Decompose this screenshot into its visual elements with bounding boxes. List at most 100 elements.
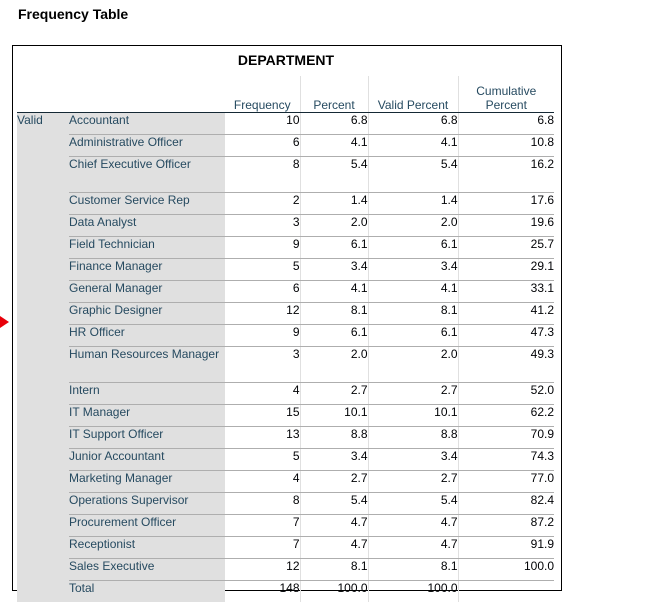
frequency-cell: 12 xyxy=(225,302,300,325)
table-row: Finance Manager 5 3.4 3.4 29.1 xyxy=(17,258,554,281)
frequency-cell: 5 xyxy=(225,258,300,281)
table-title: DEPARTMENT xyxy=(237,52,335,68)
frequency-cell: 10 xyxy=(225,112,300,135)
percent-cell: 4.1 xyxy=(299,280,368,303)
frequency-cell: 5 xyxy=(225,448,300,471)
column-header-frequency: Frequency xyxy=(225,76,300,113)
table-row: Human Resources Manager 3 2.0 2.0 49.3 xyxy=(17,346,554,383)
frequency-cell: 13 xyxy=(225,426,300,449)
valid-percent-cell: 2.0 xyxy=(367,346,458,383)
row-label: IT Support Officer xyxy=(69,426,225,449)
frequency-table-panel[interactable]: DEPARTMENT Frequency Percent Valid Perce… xyxy=(12,45,562,602)
percent-cell: 10.1 xyxy=(299,404,368,427)
table-row: Junior Accountant 5 3.4 3.4 74.3 xyxy=(17,448,554,471)
valid-percent-cell: 5.4 xyxy=(367,492,458,515)
table-row: Administrative Officer 6 4.1 4.1 10.8 xyxy=(17,134,554,157)
table-row: Chief Executive Officer 8 5.4 5.4 16.2 xyxy=(17,156,554,193)
percent-cell: 3.4 xyxy=(299,448,368,471)
table-row: IT Support Officer 13 8.8 8.8 70.9 xyxy=(17,426,554,449)
valid-percent-cell: 3.4 xyxy=(367,258,458,281)
column-header-valid-percent: Valid Percent xyxy=(367,76,458,113)
cumulative-percent-cell: 10.8 xyxy=(457,134,554,157)
row-label: Marketing Manager xyxy=(69,470,225,493)
frequency-cell: 7 xyxy=(225,536,300,559)
cumulative-percent-cell: 33.1 xyxy=(457,280,554,303)
frequency-cell: 8 xyxy=(225,492,300,515)
row-label: Human Resources Manager xyxy=(69,346,225,383)
valid-percent-cell: 4.7 xyxy=(367,536,458,559)
frequency-table: Frequency Percent Valid Percent Cumulati… xyxy=(17,76,554,602)
percent-cell: 3.4 xyxy=(299,258,368,281)
percent-cell: 4.1 xyxy=(299,134,368,157)
cumulative-percent-cell: 47.3 xyxy=(457,324,554,347)
frequency-cell: 4 xyxy=(225,470,300,493)
valid-percent-cell: 2.0 xyxy=(367,214,458,237)
valid-percent-cell: 6.1 xyxy=(367,236,458,259)
valid-percent-cell: 10.1 xyxy=(367,404,458,427)
frequency-cell: 15 xyxy=(225,404,300,427)
cumulative-percent-cell: 49.3 xyxy=(457,346,554,383)
valid-percent-cell: 1.4 xyxy=(367,192,458,215)
valid-percent-cell: 6.1 xyxy=(367,324,458,347)
row-label: Procurement Officer xyxy=(69,514,225,537)
row-label: Customer Service Rep xyxy=(69,192,225,215)
percent-cell: 1.4 xyxy=(299,192,368,215)
valid-percent-cell: 100.0 xyxy=(367,580,458,602)
cumulative-percent-cell: 6.8 xyxy=(457,112,554,135)
percent-cell: 5.4 xyxy=(299,156,368,193)
valid-percent-cell: 4.1 xyxy=(367,280,458,303)
valid-percent-cell: 8.8 xyxy=(367,426,458,449)
valid-percent-cell: 2.7 xyxy=(367,382,458,405)
valid-percent-cell: 8.1 xyxy=(367,302,458,325)
table-row: IT Manager 15 10.1 10.1 62.2 xyxy=(17,404,554,427)
column-header-cumulative-percent: Cumulative Percent xyxy=(457,76,554,113)
row-label: Administrative Officer xyxy=(69,134,225,157)
column-header-percent: Percent xyxy=(299,76,368,113)
header-label-blank xyxy=(69,76,225,113)
percent-cell: 6.1 xyxy=(299,324,368,347)
percent-cell: 2.7 xyxy=(299,470,368,493)
frequency-cell: 9 xyxy=(225,324,300,347)
valid-percent-cell: 2.7 xyxy=(367,470,458,493)
percent-cell: 8.1 xyxy=(299,558,368,581)
cumulative-percent-cell: 100.0 xyxy=(457,558,554,581)
row-label: General Manager xyxy=(69,280,225,303)
cumulative-percent-cell: 82.4 xyxy=(457,492,554,515)
percent-cell: 100.0 xyxy=(299,580,368,602)
cumulative-percent-cell: 91.9 xyxy=(457,536,554,559)
row-label: Chief Executive Officer xyxy=(69,156,225,193)
table-row: Receptionist 7 4.7 4.7 91.9 xyxy=(17,536,554,559)
cumulative-percent-cell: 29.1 xyxy=(457,258,554,281)
cumulative-percent-cell: 17.6 xyxy=(457,192,554,215)
percent-cell: 2.0 xyxy=(299,214,368,237)
row-label: Data Analyst xyxy=(69,214,225,237)
table-row: Valid Accountant 10 6.8 6.8 6.8 xyxy=(17,112,554,602)
frequency-cell: 6 xyxy=(225,134,300,157)
table-row: Sales Executive 12 8.1 8.1 100.0 xyxy=(17,558,554,581)
row-group-label: Valid xyxy=(17,112,69,602)
row-marker-arrow-icon xyxy=(0,316,9,328)
row-label: Junior Accountant xyxy=(69,448,225,471)
table-row: Intern 4 2.7 2.7 52.0 xyxy=(17,382,554,405)
row-label: Graphic Designer xyxy=(69,302,225,325)
row-label: Intern xyxy=(69,382,225,405)
table-row: Total 148 100.0 100.0 xyxy=(17,580,554,602)
valid-percent-cell: 8.1 xyxy=(367,558,458,581)
row-label: Field Technician xyxy=(69,236,225,259)
frequency-cell: 4 xyxy=(225,382,300,405)
valid-percent-cell: 3.4 xyxy=(367,448,458,471)
percent-cell: 4.7 xyxy=(299,536,368,559)
table-row: HR Officer 9 6.1 6.1 47.3 xyxy=(17,324,554,347)
frequency-cell: 3 xyxy=(225,346,300,383)
row-label: Sales Executive xyxy=(69,558,225,581)
percent-cell: 8.8 xyxy=(299,426,368,449)
frequency-cell: 3 xyxy=(225,214,300,237)
valid-percent-cell: 4.1 xyxy=(367,134,458,157)
frequency-cell: 9 xyxy=(225,236,300,259)
table-row: Marketing Manager 4 2.7 2.7 77.0 xyxy=(17,470,554,493)
cumulative-percent-cell: 74.3 xyxy=(457,448,554,471)
row-label: Receptionist xyxy=(69,536,225,559)
page-title: Frequency Table xyxy=(18,6,129,22)
cumulative-percent-cell: 70.9 xyxy=(457,426,554,449)
cumulative-percent-cell: 41.2 xyxy=(457,302,554,325)
